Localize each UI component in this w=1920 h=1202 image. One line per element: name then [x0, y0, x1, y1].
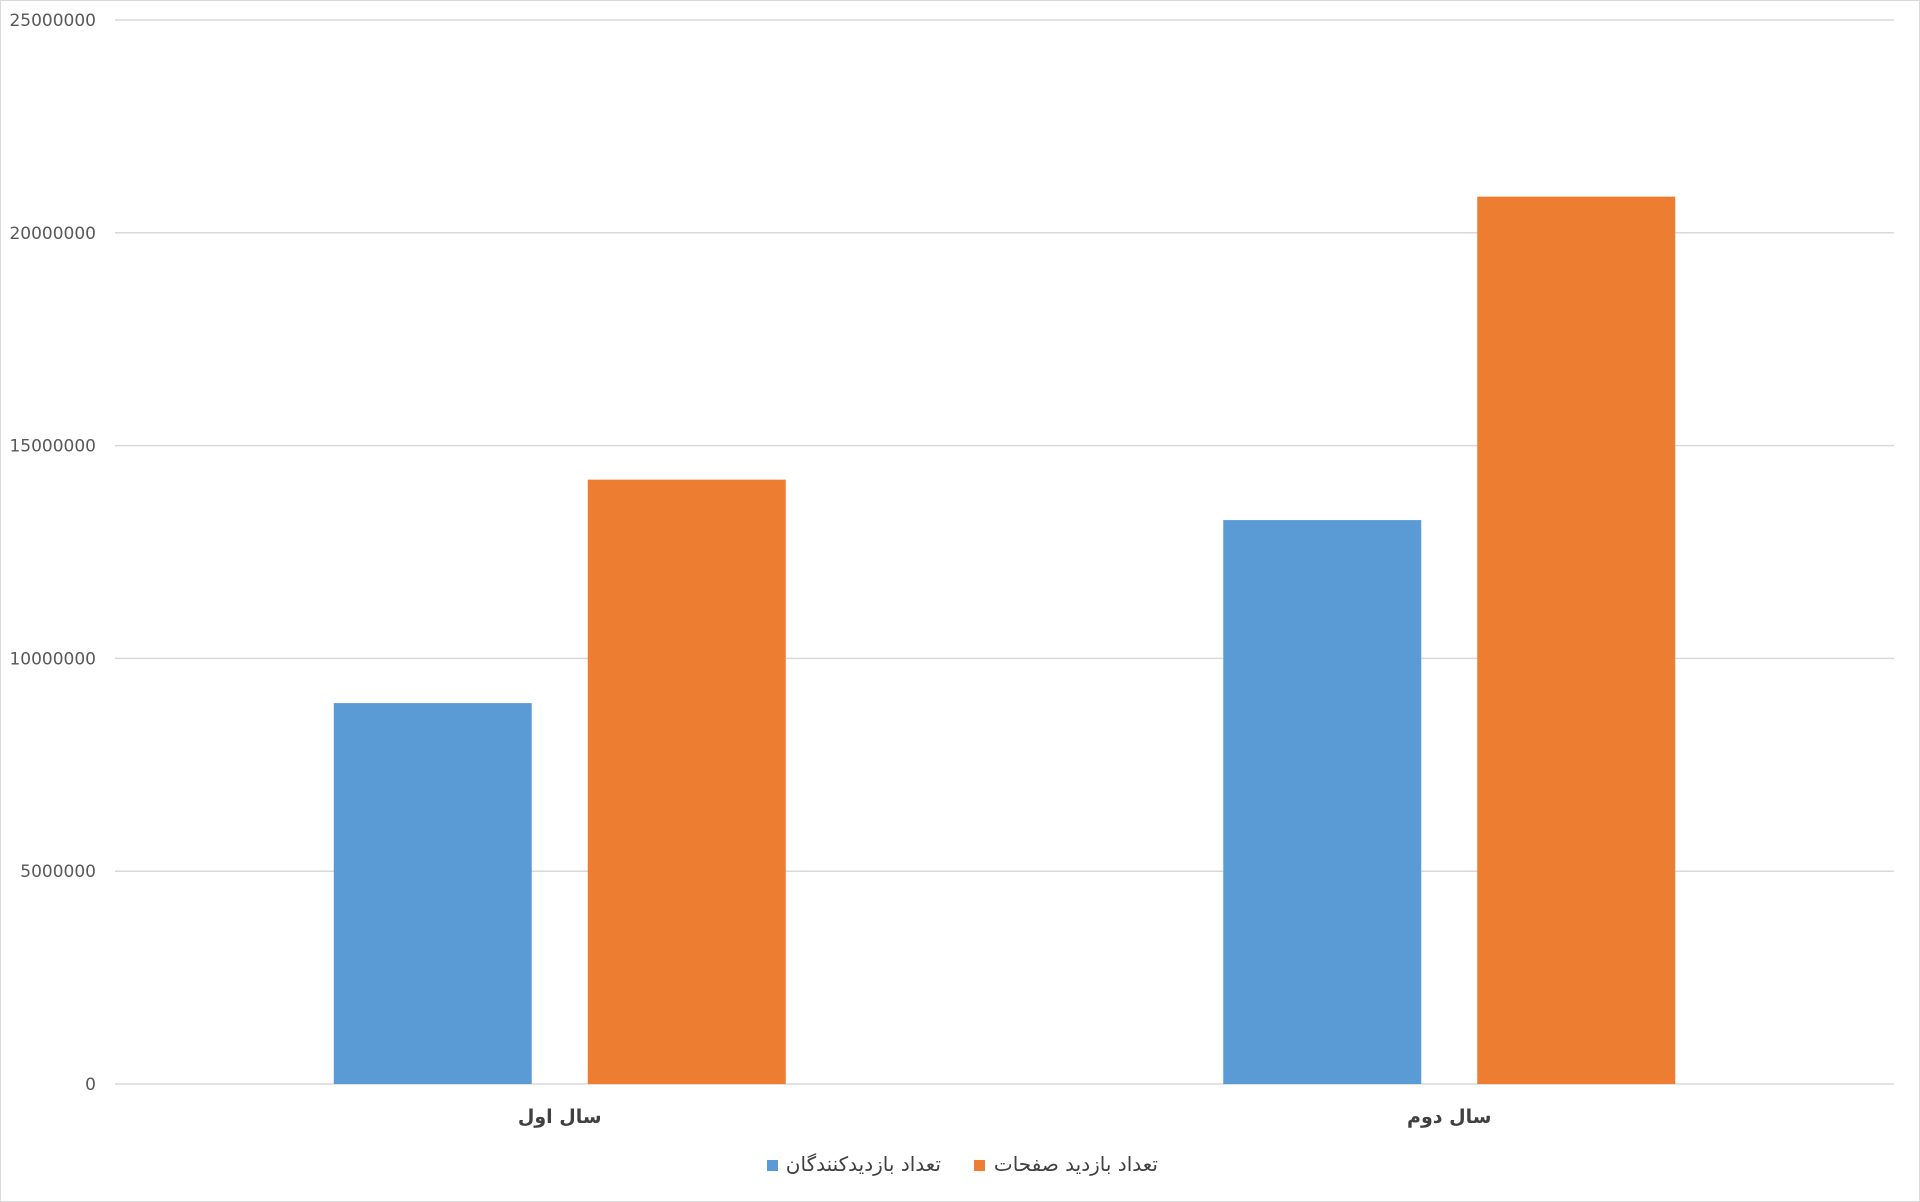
y-axis-tick-labels: 0 5000000 10000000 15000000 20000000 25000000: [9, 11, 96, 1095]
y-tick-label: 0: [85, 1075, 96, 1095]
y-tick-label: 10000000: [9, 649, 96, 669]
y-tick-label: 20000000: [9, 224, 96, 244]
category-label: سال اول: [518, 1106, 602, 1128]
legend-label: تعداد بازدید صفحات: [994, 1152, 1158, 1176]
legend: تعداد بازدیدکنندگان تعداد بازدید صفحات: [767, 1152, 1158, 1176]
y-tick-label: 25000000: [9, 11, 96, 31]
bars: [333, 196, 1676, 1084]
category-axis-labels: سال اول سال دوم: [518, 1106, 1492, 1128]
bar-visitors-1: [333, 703, 532, 1084]
category-label: سال دوم: [1407, 1106, 1491, 1128]
legend-label: تعداد بازدیدکنندگان: [786, 1152, 941, 1176]
legend-swatch: [974, 1160, 985, 1171]
bar-page-views-2: [1477, 196, 1676, 1084]
y-tick-label: 15000000: [9, 437, 96, 457]
legend-swatch: [767, 1160, 778, 1171]
bar-page-views-1: [587, 479, 786, 1084]
bar-visitors-2: [1223, 520, 1422, 1084]
y-tick-label: 5000000: [20, 862, 96, 882]
